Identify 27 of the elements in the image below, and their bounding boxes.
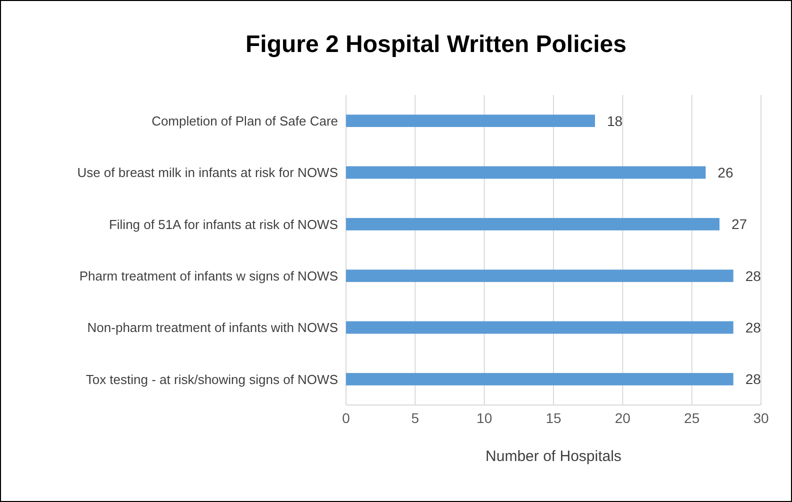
bar bbox=[346, 114, 595, 128]
x-tick-label: 5 bbox=[411, 410, 420, 426]
y-tick-label: Completion of Plan of Safe Care bbox=[152, 113, 338, 128]
data-label: 26 bbox=[718, 164, 734, 180]
data-label: 18 bbox=[607, 112, 623, 129]
chart-title: Figure 2 Hospital Written Policies bbox=[244, 31, 628, 59]
x-axis-title: Number of Hospitals bbox=[486, 448, 622, 465]
x-tick-label: 15 bbox=[546, 410, 562, 426]
x-tick-label: 0 bbox=[342, 410, 350, 426]
bar bbox=[346, 372, 734, 386]
x-tick-label: 20 bbox=[614, 410, 631, 426]
x-tick-label: 10 bbox=[476, 410, 492, 426]
data-label: 28 bbox=[745, 319, 762, 336]
x-tick-label: 30 bbox=[753, 410, 769, 426]
bar bbox=[346, 166, 706, 179]
y-tick-label: Use of breast milk in infants at risk for NOWS bbox=[77, 165, 338, 180]
data-label: 27 bbox=[732, 216, 748, 232]
data-label: 28 bbox=[745, 268, 762, 284]
bar bbox=[346, 321, 734, 334]
bar bbox=[346, 218, 720, 230]
y-tick-label: Filing of 51A for infants at risk of NOWS bbox=[108, 216, 338, 232]
y-tick-label: Pharm treatment of infants w signs of NOWS bbox=[79, 268, 338, 284]
y-tick-label: Tox testing - at risk/showing signs of NOWS bbox=[86, 372, 338, 387]
bar bbox=[346, 270, 734, 282]
x-tick-label: 25 bbox=[684, 410, 700, 426]
data-label: 28 bbox=[745, 371, 762, 388]
y-tick-label: Non-pharm treatment of infants with NOWS bbox=[87, 320, 338, 336]
